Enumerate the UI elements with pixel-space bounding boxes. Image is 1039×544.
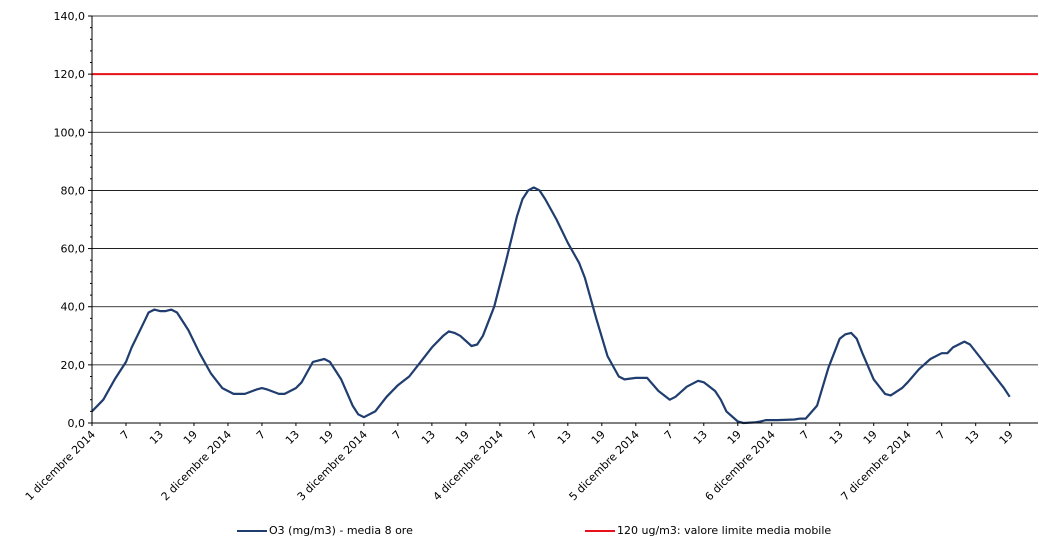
x-tick-label: 19 <box>725 428 744 447</box>
x-tick-labels: 1 dicembre 2014 7 13 192 dicembre 2014 7 13 19… <box>23 423 1016 503</box>
x-tick-label: 13 <box>283 428 302 447</box>
x-tick-label: 19 <box>997 428 1016 447</box>
y-tick-label: 120,0 <box>54 68 86 81</box>
y-tick-label: 100,0 <box>54 126 86 139</box>
gridlines <box>88 15 1038 424</box>
x-tick-label: 19 <box>861 428 880 447</box>
y-tick-label: 60,0 <box>61 243 86 256</box>
legend-swatch-limit <box>585 529 615 532</box>
x-tick-label: 19 <box>589 428 608 447</box>
legend-label-o3: O3 (mg/m3) - media 8 ore <box>269 524 413 537</box>
x-tick-label: 13 <box>147 428 166 447</box>
x-tick-label: 19 <box>181 428 200 447</box>
y-tick-label: 80,0 <box>61 184 86 197</box>
x-tick-label: 7 <box>118 428 132 442</box>
x-tick-label: 7 <box>934 428 948 442</box>
x-tick-label: 7 <box>526 428 540 442</box>
x-tick-label: 13 <box>691 428 710 447</box>
y-tick-label: 140,0 <box>54 10 86 23</box>
x-tick-label: 13 <box>555 428 574 447</box>
series-line-o3 <box>91 186 1011 425</box>
y-tick-labels: 0,0 20,0 40,0 60,0 80,0 100,0 120,0 140,0 <box>54 10 86 430</box>
x-tick-label: 13 <box>419 428 438 447</box>
legend-swatch-o3 <box>237 529 267 532</box>
series-lines <box>91 73 1038 425</box>
x-tick-label: 7 <box>254 428 268 442</box>
y-tick-label: 0,0 <box>68 417 86 430</box>
x-tick-label: 7 <box>662 428 676 442</box>
y-tick-label: 20,0 <box>61 359 86 372</box>
x-tick-label: 7 <box>798 428 812 442</box>
x-tick-label: 13 <box>963 428 982 447</box>
x-tick-label: 1 dicembre 2014 <box>23 428 98 503</box>
legend-entry-limit: 120 ug/m3: valore limite media mobile <box>585 524 831 537</box>
x-tick-label: 7 <box>390 428 404 442</box>
legend-label-limit: 120 ug/m3: valore limite media mobile <box>617 524 832 537</box>
y-tick-label: 40,0 <box>61 301 86 314</box>
legend-entry-o3: O3 (mg/m3) - media 8 ore <box>237 524 413 537</box>
x-tick-label: 13 <box>827 428 846 447</box>
x-tick-label: 19 <box>453 428 472 447</box>
x-tick-label: 19 <box>317 428 336 447</box>
